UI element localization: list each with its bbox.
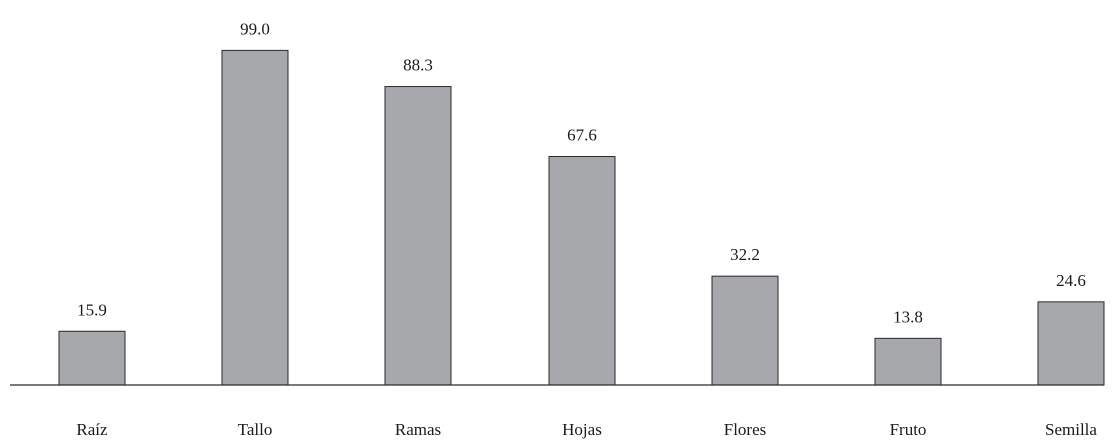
bar-3 <box>548 156 616 386</box>
category-label-6: Semilla <box>1045 420 1097 439</box>
value-label-4: 32.2 <box>730 245 760 264</box>
value-label-5: 13.8 <box>893 307 923 326</box>
category-label-0: Raíz <box>76 420 108 439</box>
bars-group <box>58 49 1105 386</box>
bar-1 <box>221 49 289 386</box>
value-label-6: 24.6 <box>1056 271 1086 290</box>
value-labels-group: 15.9 99.0 88.3 67.6 32.2 13.8 24.6 <box>77 19 1086 326</box>
value-label-2: 88.3 <box>403 56 433 75</box>
category-label-5: Fruto <box>890 420 927 439</box>
value-label-1: 99.0 <box>240 19 270 38</box>
bar-6 <box>1037 301 1105 386</box>
value-label-3: 67.6 <box>567 126 597 145</box>
bar-0 <box>58 330 126 386</box>
bar-5 <box>874 337 942 386</box>
category-label-2: Ramas <box>395 420 441 439</box>
category-labels-group: Raíz Tallo Ramas Hojas Flores Fruto Semilla <box>76 420 1097 439</box>
category-label-3: Hojas <box>562 420 602 439</box>
category-label-4: Flores <box>724 420 767 439</box>
bar-4 <box>711 275 779 386</box>
bar-2 <box>384 86 452 386</box>
category-label-1: Tallo <box>238 420 273 439</box>
value-label-0: 15.9 <box>77 300 107 319</box>
